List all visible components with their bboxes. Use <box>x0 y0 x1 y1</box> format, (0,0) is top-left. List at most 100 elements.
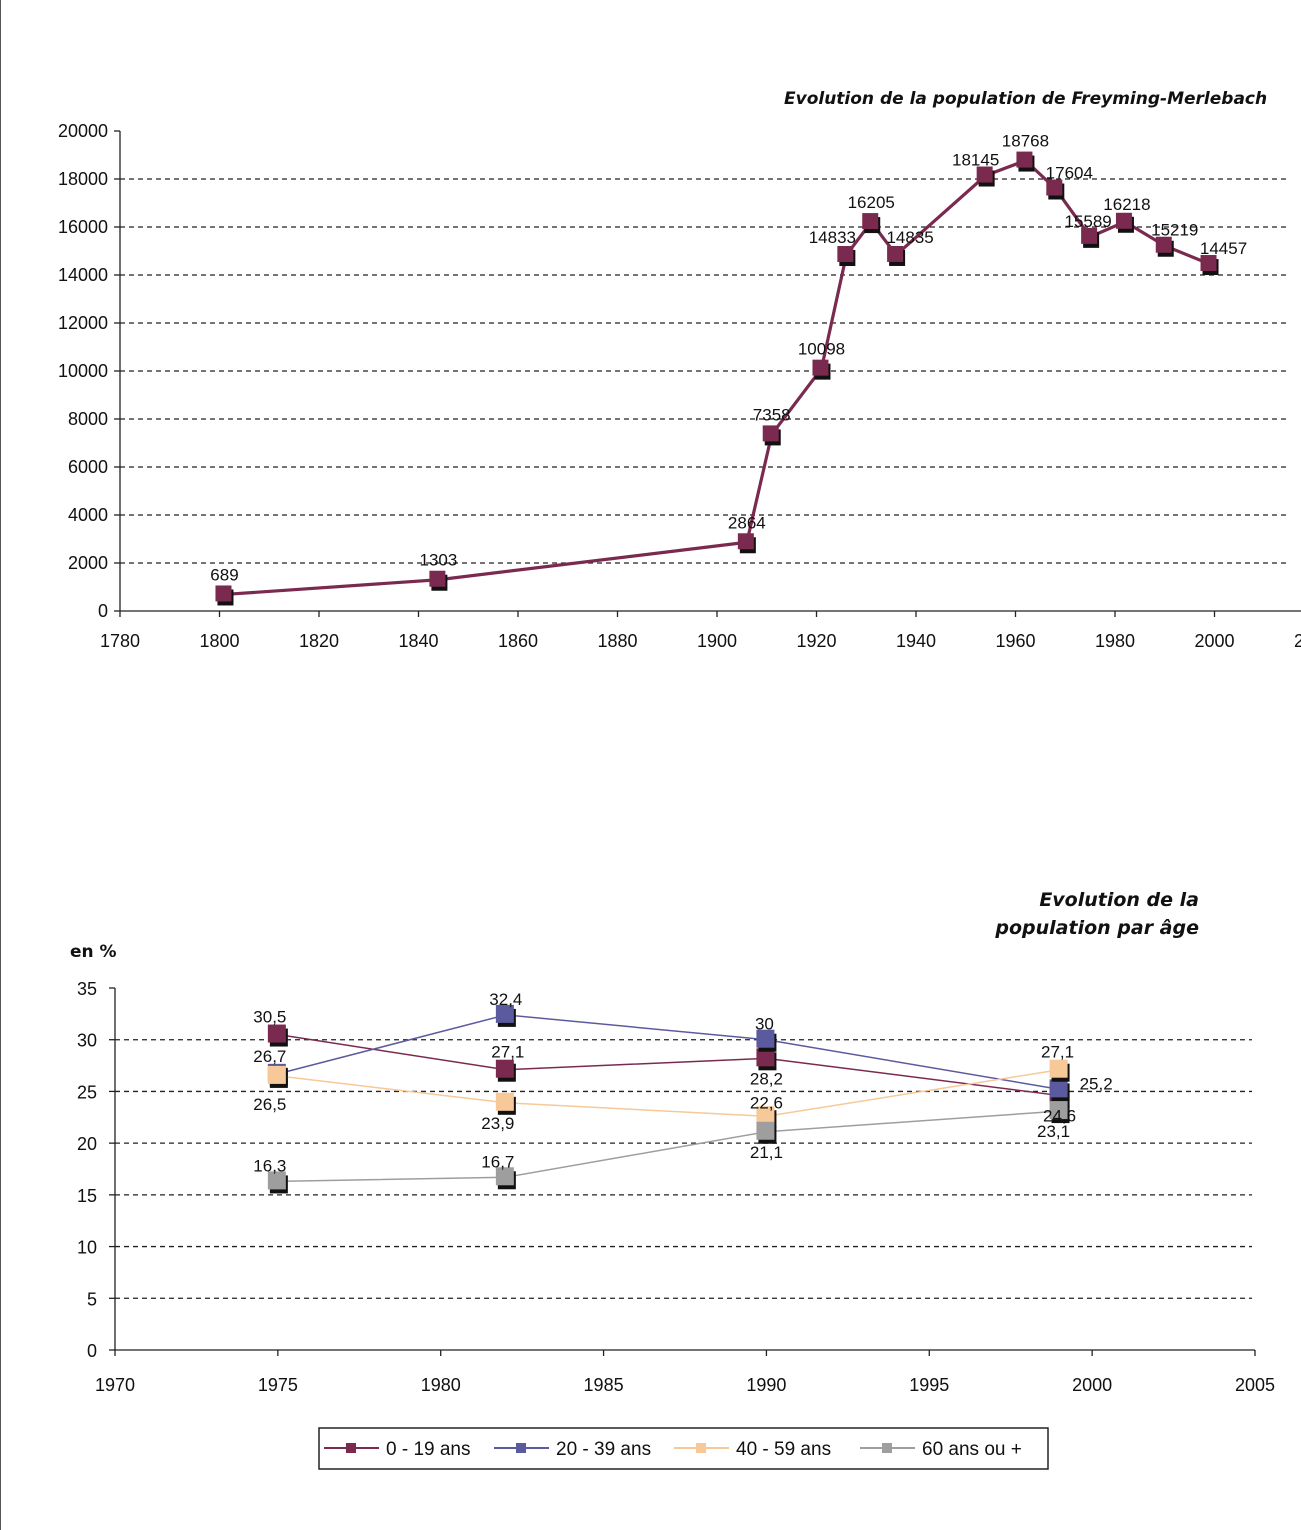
point-12 <box>1115 212 1132 229</box>
data-label-2-0: 26,5 <box>253 1095 286 1114</box>
data-label-13: 15219 <box>1151 221 1198 240</box>
x-tick-label-12: 2020 <box>1294 631 1301 651</box>
data-label-3-2: 21,1 <box>750 1143 783 1162</box>
grid-lines <box>120 178 1290 564</box>
data-label-2-2: 22,6 <box>750 1093 783 1112</box>
x-tick-label-10: 1980 <box>1095 631 1135 651</box>
series-line-1 <box>277 1014 1060 1091</box>
y-tick-label-8: 16000 <box>58 217 108 237</box>
point-8 <box>976 166 993 183</box>
legend-swatch-marker-3 <box>882 1443 892 1453</box>
point-3-2 <box>756 1121 775 1140</box>
x-tick-label-7: 1920 <box>796 631 836 651</box>
point-3-1 <box>495 1167 514 1186</box>
y-tick-label-3: 6000 <box>68 457 108 477</box>
legend: 0 - 19 ans 20 - 39 ans 40 - 59 ans 60 ans o… <box>318 1427 1049 1470</box>
point-7 <box>887 245 904 262</box>
y-tick-label-4: 8000 <box>68 409 108 429</box>
x-tick-label-8: 1940 <box>896 631 936 651</box>
series-line-3 <box>277 1110 1060 1183</box>
x-tick-label-0: 1970 <box>95 1375 135 1395</box>
axes <box>109 987 1256 1356</box>
point-2 <box>737 533 754 550</box>
data-label-12: 16218 <box>1103 195 1150 214</box>
y-tick-label-7: 14000 <box>58 265 108 285</box>
data-label-0-2: 28,2 <box>750 1069 783 1088</box>
point-0-1 <box>495 1059 514 1078</box>
legend-label-0: 0 - 19 ans <box>386 1439 471 1460</box>
y-tick-label-1: 2000 <box>68 553 108 573</box>
data-label-6: 16205 <box>848 193 895 212</box>
data-label-0-3: 24,6 <box>1043 1107 1076 1126</box>
point-1 <box>429 570 446 587</box>
data-label-2-3: 27,1 <box>1041 1043 1074 1062</box>
tick-labels: 0 2000 4000 6000 8000 10000 12000 14000 16000 180… <box>58 121 1301 651</box>
data-label-5: 14833 <box>809 228 856 247</box>
x-tick-label-4: 1860 <box>498 631 538 651</box>
legend-swatch-marker-1 <box>516 1443 526 1453</box>
data-label-1-3: 25,2 <box>1080 1074 1113 1093</box>
y-tick-label-2: 10 <box>77 1238 97 1258</box>
y-tick-label-7: 35 <box>77 979 97 999</box>
data-label-11: 15589 <box>1064 212 1111 231</box>
y-axis-label: en % <box>70 942 117 962</box>
chart-title-line-2: population par âge <box>994 917 1199 939</box>
chart-title-line-1: Evolution de la <box>1039 889 1199 911</box>
point-1-1 <box>495 1004 514 1023</box>
data-labels: 689 1303 2864 7358 10098 14833 16205 14835 18145… <box>210 132 1247 585</box>
tick-labels: 0 5 10 15 20 25 30 35 1970 1975 1980 1985 1990 1995 20… <box>77 979 1275 1395</box>
point-10 <box>1046 179 1063 196</box>
data-label-2-1: 23,9 <box>481 1114 514 1133</box>
data-label-3-1: 16,7 <box>481 1152 514 1171</box>
page-left-border <box>0 0 1 1530</box>
legend-label-3: 60 ans ou + <box>922 1439 1022 1460</box>
x-tick-label-1: 1800 <box>199 631 239 651</box>
data-label-14: 14457 <box>1200 239 1247 258</box>
x-tick-label-7: 2005 <box>1235 1375 1275 1395</box>
point-6 <box>862 213 879 230</box>
point-3-3 <box>1049 1101 1068 1120</box>
x-tick-label-0: 1780 <box>100 631 140 651</box>
y-tick-label-0: 0 <box>98 601 108 621</box>
series-line-2 <box>277 1068 1060 1118</box>
point-2-3 <box>1049 1059 1068 1078</box>
y-tick-label-4: 20 <box>77 1134 97 1154</box>
x-tick-label-2: 1820 <box>299 631 339 651</box>
data-label-0: 689 <box>210 565 238 584</box>
point-11 <box>1081 227 1098 244</box>
y-tick-label-10: 20000 <box>58 121 108 141</box>
point-2-0 <box>267 1065 286 1084</box>
y-tick-label-5: 25 <box>77 1082 97 1102</box>
data-labels: 30,5 27,1 28,2 24,6 26,7 32,4 30 25,2 26,5 23,9 22… <box>253 990 1112 1176</box>
point-1-3 <box>1049 1079 1068 1098</box>
x-tick-label-5: 1995 <box>909 1375 949 1395</box>
data-label-1-1: 32,4 <box>489 990 522 1009</box>
series-group <box>215 151 1219 606</box>
x-tick-label-6: 2000 <box>1072 1375 1112 1395</box>
point-2-2 <box>756 1106 775 1125</box>
point-1-2 <box>756 1029 775 1048</box>
point-0-2 <box>756 1048 775 1067</box>
x-tick-label-3: 1840 <box>398 631 438 651</box>
data-label-0-1: 27,1 <box>491 1043 524 1062</box>
x-tick-label-2: 1980 <box>421 1375 461 1395</box>
data-label-7: 14835 <box>886 228 933 247</box>
data-label-8: 18145 <box>952 151 999 170</box>
series-group <box>267 1004 1070 1194</box>
legend-swatch-marker-0 <box>346 1443 356 1453</box>
axes <box>114 130 1301 617</box>
x-tick-label-9: 1960 <box>995 631 1035 651</box>
point-4 <box>812 359 829 376</box>
point-13 <box>1155 236 1172 253</box>
y-tick-label-6: 12000 <box>58 313 108 333</box>
data-label-3-3: 23,1 <box>1037 1122 1070 1141</box>
data-label-3: 7358 <box>753 405 791 424</box>
legend-label-2: 40 - 59 ans <box>736 1439 831 1460</box>
data-label-9: 18768 <box>1002 132 1049 151</box>
data-label-1-0: 26,7 <box>253 1047 286 1066</box>
y-tick-label-3: 15 <box>77 1186 97 1206</box>
x-tick-label-1: 1975 <box>258 1375 298 1395</box>
point-2-1 <box>495 1092 514 1111</box>
x-tick-label-11: 2000 <box>1194 631 1234 651</box>
